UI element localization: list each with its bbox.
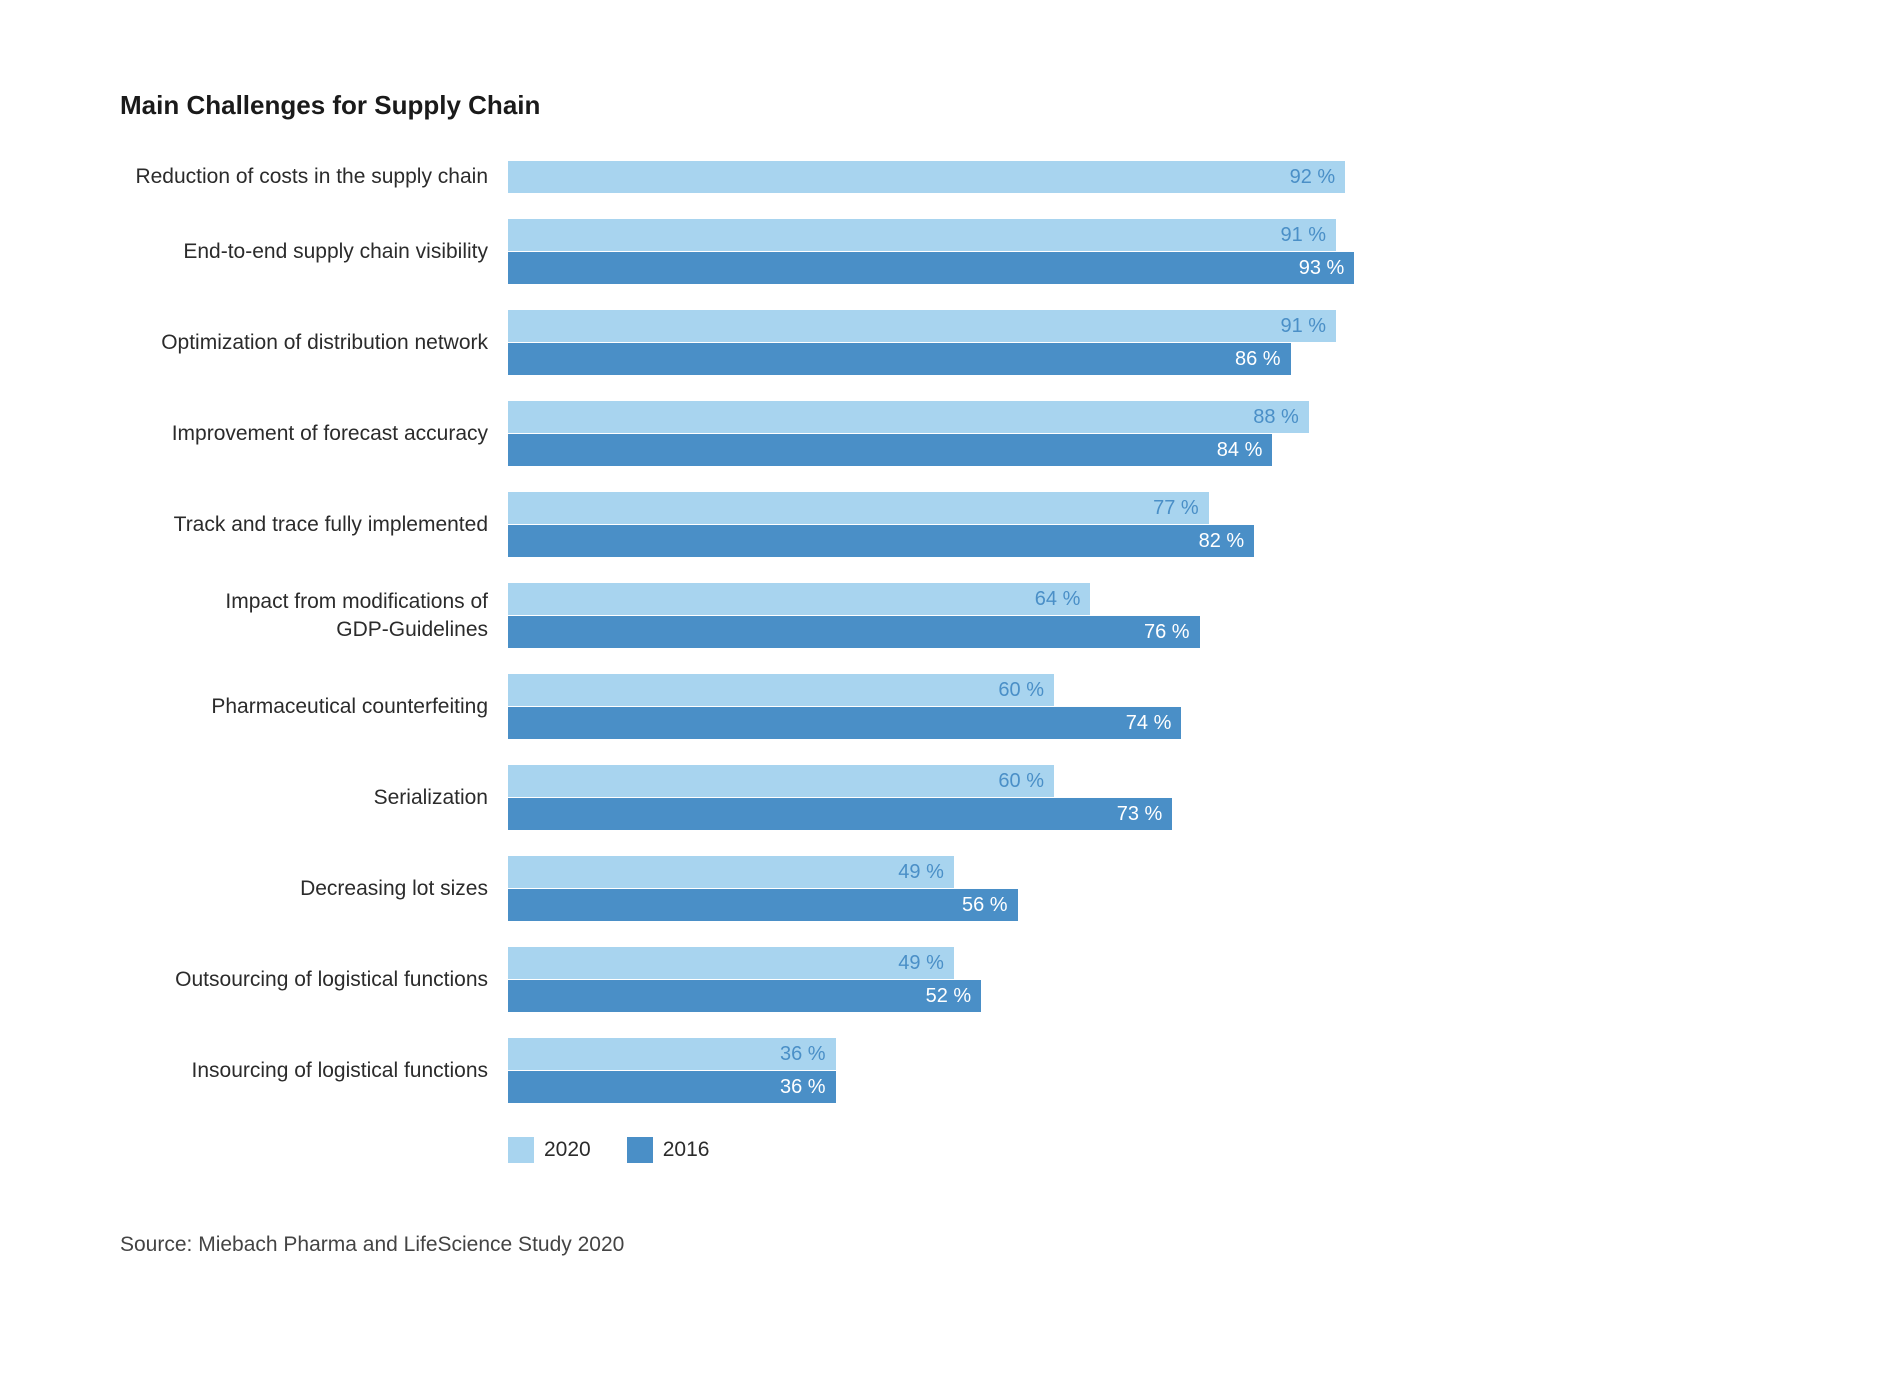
legend-swatch-2020: [508, 1137, 534, 1163]
bar-value-label: 84 %: [1217, 439, 1263, 462]
bar-2016: 52 %: [508, 980, 981, 1012]
bar-2020: 49 %: [508, 947, 954, 979]
bar-value-label: 88 %: [1253, 406, 1299, 429]
category-label: End-to-end supply chain visibility: [120, 238, 500, 265]
bar-value-label: 77 %: [1153, 497, 1199, 520]
bar-2016: 86 %: [508, 343, 1291, 375]
category-bars: 49 % 52 %: [508, 947, 1520, 1012]
bar-2016: 93 %: [508, 252, 1354, 284]
category-label: Decreasing lot sizes: [120, 875, 500, 902]
bar-wrap: 64 %: [508, 583, 1418, 615]
category-bars: 91 %86 %: [508, 310, 1520, 375]
bar-2016: 74 %: [508, 707, 1181, 739]
bar-wrap: 36 %: [508, 1038, 1418, 1070]
bar-2020: 64 %: [508, 583, 1090, 615]
category-bars: 91 % 93 %: [508, 219, 1520, 284]
bar-wrap: 84 %: [508, 434, 1418, 466]
chart-legend: 2020 2016: [508, 1137, 1520, 1163]
bar-2020: 49 %: [508, 856, 954, 888]
category-label: Reduction of costs in the supply chain: [120, 163, 500, 190]
bar-wrap: 88 %: [508, 401, 1418, 433]
category-label: Track and trace fully implemented: [120, 511, 500, 538]
bar-wrap: 49 %: [508, 856, 1418, 888]
legend-swatch-2016: [627, 1137, 653, 1163]
category-label: Impact from modifications ofGDP-Guidelin…: [120, 588, 500, 643]
bar-value-label: 60 %: [998, 679, 1044, 702]
bar-value-label: 91 %: [1281, 315, 1327, 338]
bar-wrap: 77 %: [508, 492, 1418, 524]
bar-wrap: 60 %: [508, 765, 1418, 797]
category-label: Serialization: [120, 784, 500, 811]
bar-value-label: 49 %: [898, 952, 944, 975]
bar-2016: 84 %: [508, 434, 1272, 466]
bar-2020: 91 %: [508, 219, 1336, 251]
category-label: Pharmaceutical counterfeiting: [120, 693, 500, 720]
bar-wrap: 76 %: [508, 616, 1418, 648]
bar-value-label: 56 %: [962, 894, 1008, 917]
bar-2020: 77 %: [508, 492, 1209, 524]
bar-wrap: 52 %: [508, 980, 1418, 1012]
chart-title: Main Challenges for Supply Chain: [120, 90, 1520, 121]
category-bars: 60 % 74 %: [508, 674, 1520, 739]
bar-value-label: 76 %: [1144, 621, 1190, 644]
category-label: Outsourcing of logistical functions: [120, 966, 500, 993]
bar-2020: 88 %: [508, 401, 1309, 433]
bar-2016: 76 %: [508, 616, 1200, 648]
bar-chart: Reduction of costs in the supply chain 92…: [120, 161, 1520, 1103]
bar-value-label: 64 %: [1035, 588, 1081, 611]
bar-2020: 91 %: [508, 310, 1336, 342]
category-label: Optimization of distribution network: [120, 329, 500, 356]
bar-2020: 36 %: [508, 1038, 836, 1070]
category-bars: 77 %82 %: [508, 492, 1520, 557]
bar-value-label: 52 %: [926, 985, 972, 1008]
bar-wrap: 86 %: [508, 343, 1418, 375]
bar-value-label: 93 %: [1299, 257, 1345, 280]
bar-value-label: 60 %: [998, 770, 1044, 793]
chart-source: Source: Miebach Pharma and LifeScience S…: [120, 1233, 1520, 1257]
category-bars: 92 %: [508, 161, 1520, 193]
category-bars: 36 % 36 %: [508, 1038, 1520, 1103]
bar-wrap: 93 %: [508, 252, 1418, 284]
bar-2020: 60 %: [508, 765, 1054, 797]
bar-value-label: 91 %: [1281, 224, 1327, 247]
category-bars: 60 % 73 %: [508, 765, 1520, 830]
bar-value-label: 36 %: [780, 1076, 826, 1099]
bar-2016: 36 %: [508, 1071, 836, 1103]
bar-wrap: 91 %: [508, 310, 1418, 342]
category-bars: 88 % 84 %: [508, 401, 1520, 466]
bar-value-label: 73 %: [1117, 803, 1163, 826]
bar-wrap: 56 %: [508, 889, 1418, 921]
bar-2016: 82 %: [508, 525, 1254, 557]
bar-2020: 60 %: [508, 674, 1054, 706]
bar-value-label: 74 %: [1126, 712, 1172, 735]
category-label: Improvement of forecast accuracy: [120, 420, 500, 447]
bar-value-label: 36 %: [780, 1043, 826, 1066]
bar-wrap: 92 %: [508, 161, 1418, 193]
bar-wrap: 74 %: [508, 707, 1418, 739]
bar-wrap: 82 %: [508, 525, 1418, 557]
bar-wrap: 49 %: [508, 947, 1418, 979]
category-bars: 49 % 56 %: [508, 856, 1520, 921]
legend-label-2020: 2020: [544, 1138, 591, 1162]
bar-wrap: 73 %: [508, 798, 1418, 830]
category-label: Insourcing of logistical functions: [120, 1057, 500, 1084]
legend-label-2016: 2016: [663, 1138, 710, 1162]
category-bars: 64 % 76 %: [508, 583, 1520, 648]
bar-value-label: 82 %: [1199, 530, 1245, 553]
bar-value-label: 86 %: [1235, 348, 1281, 371]
bar-wrap: 91 %: [508, 219, 1418, 251]
bar-value-label: 92 %: [1290, 166, 1336, 189]
bar-value-label: 49 %: [898, 861, 944, 884]
bar-2016: 56 %: [508, 889, 1018, 921]
bar-2016: 73 %: [508, 798, 1172, 830]
bar-2020: 92 %: [508, 161, 1345, 193]
bar-wrap: 36 %: [508, 1071, 1418, 1103]
bar-wrap: 60 %: [508, 674, 1418, 706]
